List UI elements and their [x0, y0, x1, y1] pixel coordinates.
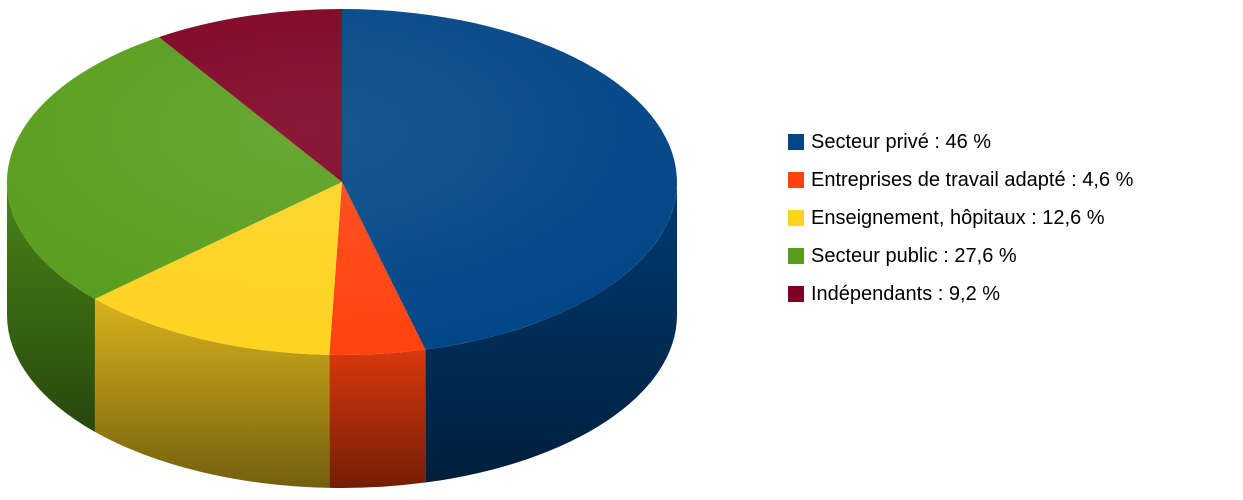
- legend-swatch: [788, 248, 804, 264]
- legend-item-independants: Indépendants : 9,2 %: [788, 275, 1133, 313]
- legend-item-secteur-prive: Secteur privé : 46 %: [788, 123, 1133, 161]
- pie-side-wall: [329, 349, 426, 489]
- legend-swatch: [788, 172, 804, 188]
- legend-label: Indépendants : 9,2 %: [811, 282, 1001, 305]
- legend-item-enseignement-hopitaux: Enseignement, hôpitaux : 12,6 %: [788, 199, 1133, 237]
- legend: Secteur privé : 46 % Entreprises de trav…: [788, 123, 1133, 313]
- pie-side-wall: [425, 182, 677, 483]
- pie-side-walls: [6, 182, 677, 489]
- legend-label: Secteur privé : 46 %: [811, 130, 992, 153]
- legend-label: Entreprises de travail adapté : 4,6 %: [811, 168, 1134, 191]
- pie-top-highlight: [7, 9, 677, 355]
- legend-label: Secteur public : 27,6 %: [811, 244, 1017, 267]
- pie-side-wall: [94, 298, 330, 488]
- legend-label: Enseignement, hôpitaux : 12,6 %: [811, 206, 1105, 229]
- pie-side-wall: [6, 182, 95, 432]
- legend-swatch: [788, 134, 804, 150]
- legend-swatch: [788, 210, 804, 226]
- legend-item-entreprises-travail-adapte: Entreprises de travail adapté : 4,6 %: [788, 161, 1133, 199]
- legend-item-secteur-public: Secteur public : 27,6 %: [788, 237, 1133, 275]
- legend-swatch: [788, 286, 804, 302]
